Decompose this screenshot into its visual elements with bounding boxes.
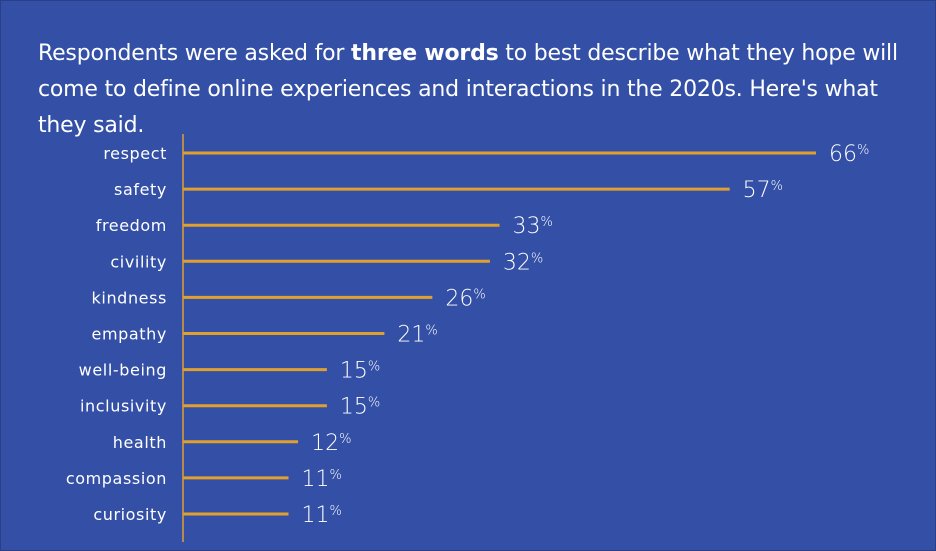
category-label: empathy (92, 325, 167, 344)
value-label: 57% (743, 178, 783, 203)
value-label: 12% (311, 431, 351, 456)
category-label: kindness (92, 288, 167, 307)
category-label: curiosity (93, 505, 167, 524)
value-label: 11% (302, 467, 342, 492)
value-label: 15% (340, 359, 380, 384)
category-label: health (113, 433, 167, 452)
intro-text-end: to best describe what they hope will com… (38, 41, 898, 138)
category-label: safety (114, 180, 167, 199)
intro-text-bold: three words (351, 41, 499, 66)
category-label: freedom (96, 216, 167, 235)
category-label: compassion (66, 469, 167, 488)
value-label: 32% (503, 250, 543, 275)
value-label: 66% (829, 142, 869, 167)
category-label: inclusivity (80, 397, 167, 416)
category-label: civility (110, 252, 167, 271)
category-label: respect (103, 144, 167, 163)
value-label: 26% (445, 286, 485, 311)
value-label: 33% (513, 214, 553, 239)
value-label: 15% (340, 395, 380, 420)
value-label: 11% (302, 503, 342, 528)
intro-text: Respondents were asked for three words t… (38, 36, 908, 144)
value-label: 21% (397, 323, 437, 348)
category-label: well-being (79, 361, 167, 380)
intro-text-start: Respondents were asked for (38, 41, 352, 66)
